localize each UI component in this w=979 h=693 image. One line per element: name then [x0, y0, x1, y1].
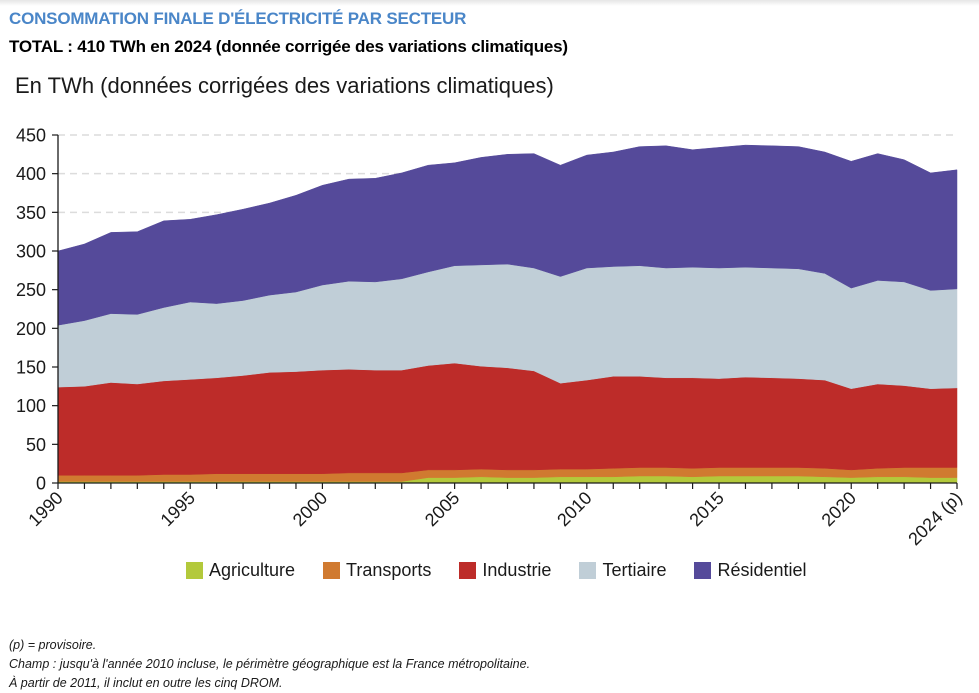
legend-label-agriculture: Agriculture	[209, 560, 296, 580]
legend-item-agriculture: Agriculture	[186, 560, 295, 581]
y-tick-label-50: 50	[26, 435, 46, 455]
y-tick-label-250: 250	[16, 280, 46, 300]
x-tick-label-1990: 1990	[24, 488, 66, 530]
x-tick-label-1995: 1995	[157, 488, 199, 530]
y-tick-label-200: 200	[16, 319, 46, 339]
x-tick-label-2020: 2020	[818, 488, 860, 530]
legend-swatch-industrie	[459, 562, 477, 579]
legend-label-tertiaire: Tertiaire	[602, 560, 667, 580]
footnote-champ: Champ : jusqu'à l'année 2010 incluse, le…	[9, 657, 531, 671]
legend-item-residentiel: Résidentiel	[694, 560, 807, 581]
area-residentiel	[57, 144, 958, 326]
unit-label: En TWh (données corrigées des variations…	[15, 73, 554, 98]
x-tick-label-2005: 2005	[421, 488, 463, 530]
legend: Agriculture Transports Industrie Tertiaire R…	[186, 560, 835, 581]
legend-item-transports: Transports	[323, 560, 431, 581]
y-tick-label-100: 100	[16, 396, 46, 416]
legend-swatch-transports	[323, 562, 341, 579]
chart-subtitle: TOTAL : 410 TWh en 2024 (donnée corrigée…	[9, 37, 568, 56]
y-axis-ticks: 0 50 100 150 200 250 300 350 400 450	[16, 126, 58, 494]
legend-label-residentiel: Résidentiel	[717, 560, 807, 580]
x-axis-ticks: 1990 1995 2000 2005 2010 2015 2020 2024 (p)	[24, 483, 966, 550]
x-tick-label-2015: 2015	[685, 488, 727, 530]
legend-item-tertiaire: Tertiaire	[579, 560, 666, 581]
y-tick-label-0: 0	[36, 474, 46, 494]
footnote-provisoire: (p) = provisoire.	[9, 638, 97, 652]
x-tick-label-2010: 2010	[553, 488, 595, 530]
x-tick-label-2000: 2000	[289, 488, 331, 530]
y-tick-label-450: 450	[16, 126, 46, 146]
footnote-drom: À partir de 2011, il inclut en outre les…	[9, 676, 283, 690]
legend-label-transports: Transports	[346, 560, 432, 580]
legend-item-industrie: Industrie	[459, 560, 551, 581]
legend-label-industrie: Industrie	[482, 560, 552, 580]
areas	[57, 144, 958, 484]
y-tick-label-400: 400	[16, 164, 46, 184]
legend-swatch-residentiel	[694, 562, 712, 579]
chart-title: CONSOMMATION FINALE D'ÉLECTRICITÉ PAR SE…	[9, 9, 467, 28]
legend-swatch-tertiaire	[579, 562, 597, 579]
stacked-area-chart: 0 50 100 150 200 250 300 350 400 450 1990 1995 2000…	[16, 126, 966, 550]
x-tick-label-2024: 2024 (p)	[904, 488, 966, 550]
y-tick-label-300: 300	[16, 242, 46, 262]
y-tick-label-150: 150	[16, 358, 46, 378]
footnotes: (p) = provisoire. Champ : jusqu'à l'anné…	[9, 636, 530, 693]
top-shadow	[0, 0, 979, 6]
legend-swatch-agriculture	[186, 562, 203, 579]
y-tick-label-350: 350	[16, 203, 46, 223]
